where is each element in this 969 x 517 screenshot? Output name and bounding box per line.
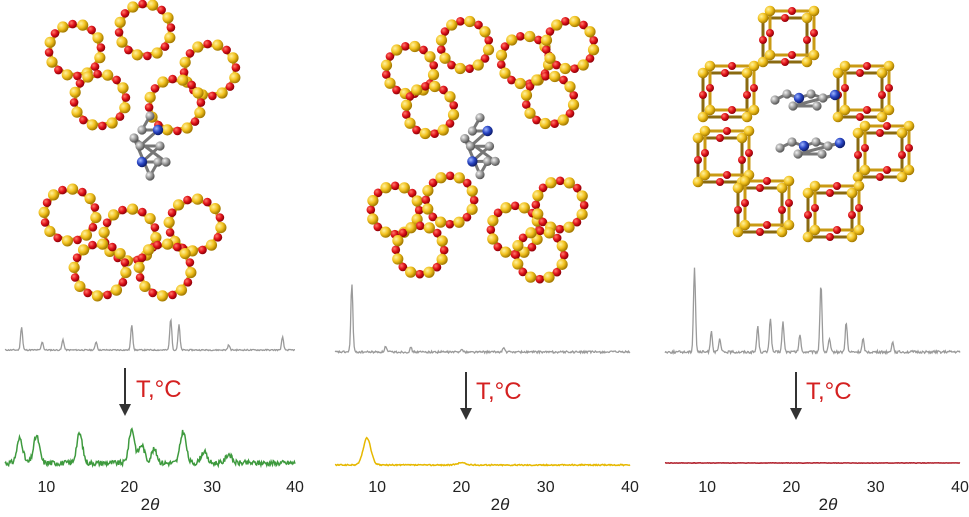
organic-molecule	[770, 89, 841, 111]
x-axis-title-right: 2θ	[819, 495, 838, 514]
pattern-after-middle	[334, 436, 631, 467]
organic-molecule	[129, 111, 171, 181]
panel-left: T,°C 10 20 30 40 2θ	[4, 317, 304, 514]
framework-ring	[421, 171, 479, 229]
framework-ring	[163, 193, 227, 257]
panel-right: T,°C 10 20 30 40 2θ	[664, 267, 969, 514]
organic-molecule	[460, 113, 500, 180]
pattern-before-middle	[334, 284, 631, 355]
framework-ring	[400, 80, 460, 140]
tick-label-40: 40	[621, 479, 639, 496]
tick-label-30: 30	[203, 479, 221, 496]
framework-ring	[69, 69, 131, 131]
arrow-label-left: T,°C	[136, 376, 182, 403]
framework-ring	[531, 176, 589, 234]
ticks-right: 10 20 30 40	[698, 479, 969, 496]
ticks-middle: 10 20 30 40	[368, 479, 639, 496]
structure-left	[38, 0, 241, 302]
framework-ring	[133, 238, 197, 302]
organic-molecule	[775, 137, 846, 159]
framework-ring	[68, 238, 132, 302]
framework-ring	[98, 203, 162, 267]
ticks-left: 10 20 30 40	[38, 479, 304, 496]
crystal-structures	[38, 0, 915, 302]
framework-ring	[540, 15, 600, 75]
arrow-label-middle: T,°C	[476, 378, 522, 405]
tick-label-10: 10	[368, 479, 386, 496]
pattern-before-left	[4, 317, 296, 352]
tick-label-10: 10	[698, 479, 716, 496]
x-axis-title-middle: 2θ	[491, 495, 510, 514]
framework-ring	[179, 39, 241, 101]
framework-cage	[732, 175, 795, 238]
panel-middle: T,°C 10 20 30 40 2θ	[334, 284, 639, 514]
arrow-head-middle	[460, 408, 472, 420]
framework-ring	[380, 40, 440, 100]
tick-label-40: 40	[951, 479, 969, 496]
framework-ring	[391, 221, 449, 279]
framework-ring	[38, 183, 102, 247]
framework-cage	[852, 120, 915, 183]
framework-ring	[114, 0, 176, 61]
tick-label-30: 30	[537, 479, 555, 496]
pattern-after-left	[4, 427, 296, 469]
framework-ring	[511, 226, 569, 284]
structure-middle	[366, 15, 600, 284]
framework-cage	[757, 5, 820, 68]
tick-label-10: 10	[38, 479, 56, 496]
framework-cage	[832, 60, 895, 123]
tick-label-20: 20	[783, 479, 801, 496]
arrow-label-right: T,°C	[806, 378, 852, 405]
arrow-head-right	[790, 408, 802, 420]
tick-label-20: 20	[120, 479, 138, 496]
framework-cage	[692, 125, 755, 188]
tick-label-20: 20	[453, 479, 471, 496]
framework-cage	[697, 60, 760, 123]
pattern-before-right	[664, 267, 961, 356]
tick-label-40: 40	[286, 479, 304, 496]
tick-label-30: 30	[867, 479, 885, 496]
framework-cage	[802, 180, 865, 243]
x-axis-title-left: 2θ	[141, 495, 160, 514]
framework-ring	[435, 15, 495, 75]
arrow-head-left	[119, 404, 131, 416]
framework-ring	[144, 74, 206, 136]
structure-right	[692, 5, 915, 243]
framework-ring	[520, 70, 580, 130]
